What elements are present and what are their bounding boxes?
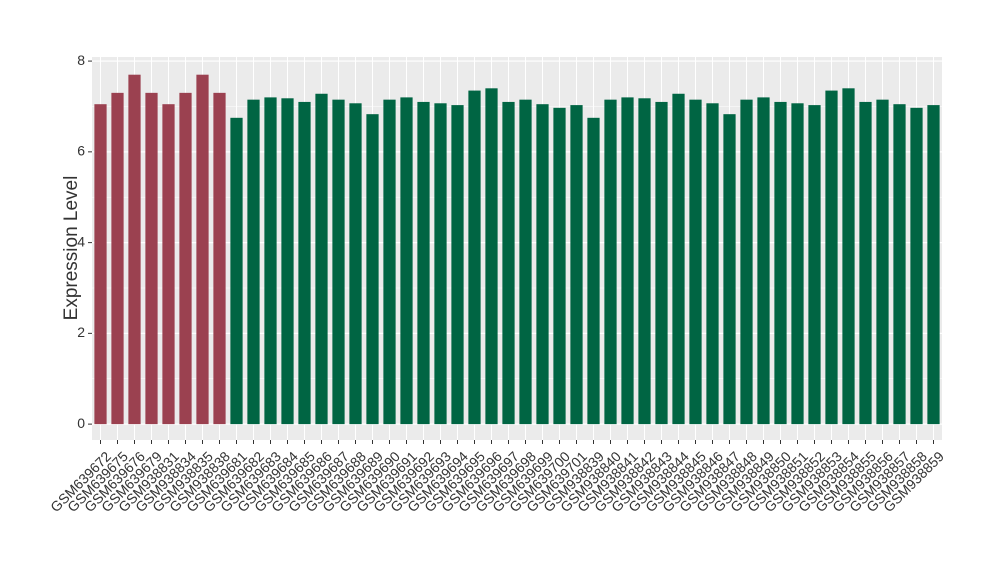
bar (876, 99, 889, 425)
bar (689, 99, 702, 425)
bar (757, 97, 770, 425)
y-tick-label: 8 (77, 52, 85, 68)
bar (332, 99, 345, 425)
bar (315, 93, 328, 425)
bar (383, 99, 396, 425)
bar (485, 88, 498, 425)
bar (247, 99, 260, 425)
y-tick-label: 0 (77, 415, 85, 431)
bar (264, 97, 277, 425)
bar (672, 93, 685, 425)
bar (400, 97, 413, 425)
bar (604, 99, 617, 425)
bar (706, 103, 719, 425)
bar (468, 90, 481, 425)
bar (213, 92, 226, 425)
bar (910, 107, 923, 425)
bar (638, 98, 651, 425)
bar (621, 97, 634, 425)
y-axis-label: Expression Level (61, 176, 82, 321)
bar (128, 74, 141, 425)
bar (519, 99, 532, 425)
bar (536, 104, 549, 425)
bar (417, 101, 430, 425)
bar (281, 98, 294, 425)
bar (434, 103, 447, 425)
bar (553, 107, 566, 425)
bar (825, 90, 838, 425)
bar (740, 99, 753, 425)
bar (230, 117, 243, 425)
bar (94, 104, 107, 425)
bar (791, 103, 804, 425)
bar (655, 101, 668, 425)
y-tick-label: 2 (77, 324, 85, 340)
bar (298, 101, 311, 425)
bar (893, 104, 906, 425)
bar (145, 92, 158, 425)
bar (723, 114, 736, 425)
bar (842, 88, 855, 425)
bar (587, 117, 600, 425)
bar (366, 114, 379, 425)
bar (451, 105, 464, 425)
bar (111, 92, 124, 425)
y-tick-label: 4 (77, 233, 85, 249)
bar (570, 105, 583, 425)
bar (808, 105, 821, 425)
bar (162, 104, 175, 425)
bar (927, 105, 940, 425)
bar (859, 101, 872, 425)
y-tick-label: 6 (77, 143, 85, 159)
bar (774, 101, 787, 425)
bar (196, 74, 209, 425)
bar (349, 103, 362, 425)
bar (502, 101, 515, 425)
bar (179, 92, 192, 425)
